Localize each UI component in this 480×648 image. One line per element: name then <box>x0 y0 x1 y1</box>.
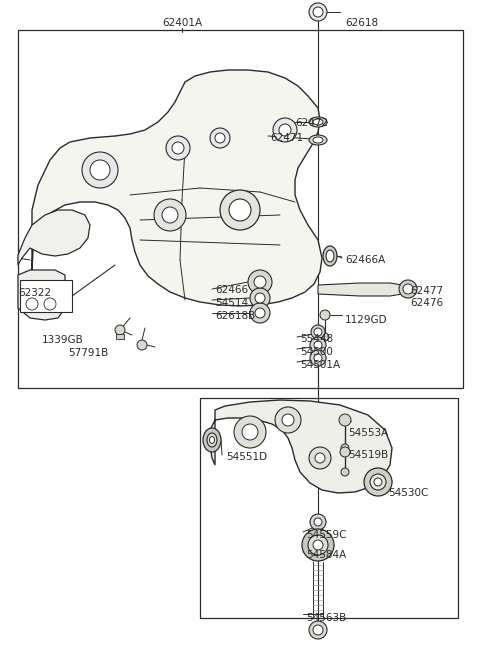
Circle shape <box>255 293 265 303</box>
Circle shape <box>313 7 323 17</box>
Ellipse shape <box>313 137 323 143</box>
Circle shape <box>310 514 326 530</box>
Circle shape <box>309 447 331 469</box>
Text: 62466A: 62466A <box>345 255 385 265</box>
Circle shape <box>115 325 125 335</box>
Circle shape <box>310 350 326 366</box>
Circle shape <box>26 298 38 310</box>
Circle shape <box>314 354 322 362</box>
Text: 54551D: 54551D <box>226 452 267 462</box>
Circle shape <box>248 270 272 294</box>
Text: 57791B: 57791B <box>68 348 108 358</box>
Circle shape <box>310 337 326 353</box>
Polygon shape <box>18 210 90 265</box>
Text: 1129GD: 1129GD <box>345 315 388 325</box>
Text: 62471: 62471 <box>270 133 303 143</box>
Text: 54500: 54500 <box>300 347 333 357</box>
Ellipse shape <box>207 433 217 447</box>
Text: 54553A: 54553A <box>348 428 388 438</box>
Circle shape <box>254 276 266 288</box>
Circle shape <box>364 468 392 496</box>
Circle shape <box>321 333 329 341</box>
Text: 54514: 54514 <box>215 298 248 308</box>
Text: 62401A: 62401A <box>162 18 202 28</box>
Text: 54501A: 54501A <box>300 360 340 370</box>
Ellipse shape <box>309 117 327 127</box>
Circle shape <box>172 142 184 154</box>
Text: 1339GB: 1339GB <box>42 335 84 345</box>
Circle shape <box>229 199 251 221</box>
Text: 62477: 62477 <box>410 286 443 296</box>
Circle shape <box>370 474 386 490</box>
Circle shape <box>313 625 323 635</box>
Bar <box>20 280 72 312</box>
Circle shape <box>154 199 186 231</box>
Polygon shape <box>18 270 65 320</box>
Text: 62322: 62322 <box>18 288 51 298</box>
Circle shape <box>28 283 42 297</box>
Ellipse shape <box>326 250 334 262</box>
Text: 62618: 62618 <box>345 18 378 28</box>
Circle shape <box>137 340 147 350</box>
Circle shape <box>302 529 334 561</box>
Circle shape <box>313 540 323 550</box>
Circle shape <box>273 118 297 142</box>
Bar <box>116 334 124 339</box>
Circle shape <box>90 160 110 180</box>
Circle shape <box>374 478 382 486</box>
Polygon shape <box>318 283 408 296</box>
Text: 62472: 62472 <box>295 118 328 128</box>
Circle shape <box>339 414 351 426</box>
Circle shape <box>250 303 270 323</box>
Circle shape <box>403 284 413 294</box>
Circle shape <box>308 535 328 555</box>
Ellipse shape <box>323 246 337 266</box>
Bar <box>18 30 463 388</box>
Text: 62618B: 62618B <box>215 311 255 321</box>
Circle shape <box>275 407 301 433</box>
Polygon shape <box>210 400 392 493</box>
Circle shape <box>309 3 327 21</box>
Circle shape <box>43 283 57 297</box>
Text: 54559C: 54559C <box>306 530 347 540</box>
Circle shape <box>315 453 325 463</box>
Ellipse shape <box>313 119 323 125</box>
Circle shape <box>341 444 349 452</box>
Text: 54519B: 54519B <box>348 450 388 460</box>
Circle shape <box>279 124 291 136</box>
Circle shape <box>314 341 322 349</box>
Circle shape <box>234 416 266 448</box>
Circle shape <box>210 128 230 148</box>
Text: 55448: 55448 <box>300 334 333 344</box>
Circle shape <box>341 468 349 476</box>
Circle shape <box>162 207 178 223</box>
Circle shape <box>242 424 258 440</box>
Ellipse shape <box>203 428 221 452</box>
Circle shape <box>166 136 190 160</box>
Circle shape <box>220 190 260 230</box>
Circle shape <box>250 288 270 308</box>
Text: 54563B: 54563B <box>306 613 346 623</box>
Text: 54530C: 54530C <box>388 488 428 498</box>
Ellipse shape <box>309 135 327 145</box>
Text: 62466: 62466 <box>215 285 248 295</box>
Circle shape <box>309 621 327 639</box>
Circle shape <box>320 310 330 320</box>
Circle shape <box>340 447 350 457</box>
Bar <box>200 398 458 618</box>
Ellipse shape <box>209 437 215 443</box>
Text: 62476: 62476 <box>410 298 443 308</box>
Circle shape <box>82 152 118 188</box>
Circle shape <box>44 298 56 310</box>
Polygon shape <box>32 70 322 310</box>
Circle shape <box>282 414 294 426</box>
Circle shape <box>314 328 322 336</box>
Circle shape <box>311 325 325 339</box>
Circle shape <box>215 133 225 143</box>
Circle shape <box>314 518 322 526</box>
Circle shape <box>399 280 417 298</box>
Text: 54584A: 54584A <box>306 550 346 560</box>
Circle shape <box>255 308 265 318</box>
